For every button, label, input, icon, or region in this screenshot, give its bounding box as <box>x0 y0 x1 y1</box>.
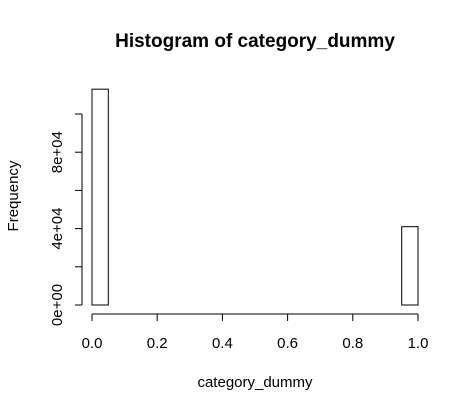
x-tick-label: 1.0 <box>408 335 429 352</box>
chart-title: Histogram of category_dummy <box>115 31 395 52</box>
x-tick-label: 0.6 <box>277 335 298 352</box>
y-axis: 0e+00 4e+04 8e+04 <box>49 113 83 326</box>
x-tick-label: 0.0 <box>82 335 103 352</box>
y-tick-label: 0e+00 <box>49 284 66 326</box>
histogram-bars <box>91 88 419 306</box>
x-axis: 0.0 0.2 0.4 0.6 0.8 1.0 <box>82 313 429 352</box>
y-tick-label: 4e+04 <box>49 208 66 250</box>
x-tick-label: 0.4 <box>212 335 233 352</box>
x-tick-label: 0.2 <box>147 335 168 352</box>
y-axis-label: Frequency <box>5 160 22 231</box>
x-axis-label: category_dummy <box>197 374 313 391</box>
histogram-bar <box>401 226 419 306</box>
y-tick-label: 8e+04 <box>49 131 66 173</box>
x-tick-label: 0.8 <box>342 335 363 352</box>
histogram-bar <box>91 88 109 306</box>
